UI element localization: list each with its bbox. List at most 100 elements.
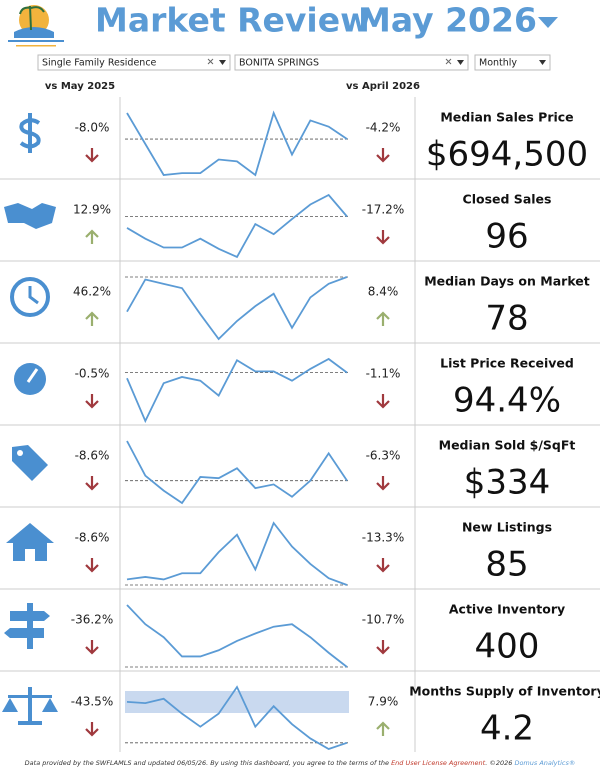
arrow-down	[376, 558, 390, 573]
range-band	[125, 691, 349, 713]
yoy-change: -0.5%	[75, 367, 110, 381]
icon-scale	[2, 687, 58, 725]
metric-name: List Price Received	[440, 356, 574, 371]
arrow-up	[85, 229, 99, 244]
metric-row: -8.0% -4.2% Median Sales Price $694,500	[19, 110, 588, 177]
icon-handshake	[4, 203, 56, 229]
metric-value: $334	[464, 463, 551, 503]
filter-value[interactable]: Monthly	[479, 58, 517, 69]
icon-clock-hands	[28, 286, 39, 305]
filter-dropdown[interactable]: BONITA SPRINGS	[234, 54, 469, 71]
trend-line	[126, 521, 348, 586]
license-link[interactable]: End User License Agreement	[391, 759, 486, 767]
arrow-down	[85, 722, 99, 737]
metric-row: -43.5% 7.9% Months Supply of Inventory 4.2	[0, 670, 600, 750]
icon-tag	[12, 445, 48, 481]
metric-name: Median Sales Price	[440, 110, 573, 125]
icon-clock	[10, 277, 50, 317]
metric-value: 94.4%	[453, 381, 561, 421]
clear-icon[interactable]	[445, 58, 452, 65]
trend-line	[126, 110, 348, 177]
yoy-change: -8.6%	[75, 531, 110, 545]
filter-dropdown[interactable]: Single Family Residence	[37, 54, 231, 71]
yoy-change: -8.6%	[75, 449, 110, 463]
icon-dollar	[19, 113, 41, 153]
footer-text: . ©2026	[485, 759, 514, 767]
yoy-change: -43.5%	[71, 695, 113, 709]
footer-text: Data provided by the SWFLAMLS and update…	[25, 759, 391, 767]
arrow-down	[85, 476, 99, 491]
period-dropdown[interactable]	[538, 17, 558, 28]
icon-tag-hole	[17, 450, 23, 456]
metric-value: $694,500	[426, 135, 588, 175]
arrow-down	[85, 148, 99, 163]
metric-name: Months Supply of Inventory	[409, 684, 600, 699]
arrow-down	[376, 476, 390, 491]
filter-box[interactable]	[234, 54, 469, 71]
filter-dropdown[interactable]: Monthly	[474, 54, 551, 71]
metric-row: -8.6% -13.3% New Listings 85	[0, 506, 600, 586]
mom-change: -17.2%	[362, 203, 404, 217]
arrow-down	[376, 230, 390, 245]
yoy-header: vs May 2025	[45, 81, 115, 92]
filter-value[interactable]: BONITA SPRINGS	[239, 58, 319, 69]
arrow-down	[85, 394, 99, 409]
arrow-down	[85, 640, 99, 655]
caret[interactable]	[539, 60, 546, 65]
period: May 2026	[358, 1, 537, 40]
filter-value[interactable]: Single Family Residence	[42, 58, 157, 69]
metric-row: 46.2% 8.4% Median Days on Market 78	[0, 260, 600, 341]
mom-change: -10.7%	[362, 613, 404, 627]
arrow-down	[376, 148, 390, 163]
icon-signpost	[4, 603, 50, 649]
arrow-down	[376, 640, 390, 655]
trend-line	[126, 276, 348, 341]
metric-name: New Listings	[462, 520, 552, 535]
yoy-change: 12.9%	[73, 203, 111, 217]
metric-value: 4.2	[480, 709, 534, 749]
trend-line	[126, 193, 348, 259]
caret[interactable]	[457, 60, 464, 65]
metric-row: -36.2% -10.7% Active Inventory 400	[0, 588, 600, 668]
metric-value: 400	[475, 627, 540, 667]
metric-value: 96	[485, 217, 528, 257]
brand-link[interactable]: Domus Analytics®	[514, 759, 575, 767]
mom-header: vs April 2026	[346, 81, 420, 92]
logo	[8, 5, 64, 47]
clear-icon[interactable]	[207, 58, 214, 65]
trend-line	[126, 357, 348, 424]
metric-name: Closed Sales	[463, 192, 552, 207]
metric-value: 85	[485, 545, 528, 585]
icon-house	[6, 523, 54, 561]
arrow-up	[376, 311, 390, 326]
arrow-up	[376, 721, 390, 736]
metric-name: Median Sold $/SqFt	[439, 438, 576, 453]
metric-name: Active Inventory	[449, 602, 565, 617]
mom-change: 8.4%	[368, 285, 399, 299]
metric-row: 12.9% -17.2% Closed Sales 96	[0, 178, 600, 259]
mom-change: -1.1%	[366, 367, 401, 381]
metric-value: 78	[485, 299, 528, 339]
arrow-down	[85, 558, 99, 573]
mom-change: -4.2%	[366, 121, 401, 135]
trend-line	[126, 685, 348, 750]
arrow-up	[85, 311, 99, 326]
footer: Data provided by the SWFLAMLS and update…	[25, 759, 576, 767]
mom-change: -6.3%	[366, 449, 401, 463]
caret[interactable]	[219, 60, 226, 65]
trend-line	[126, 604, 348, 668]
mom-change: -13.3%	[362, 531, 404, 545]
title: Market Review	[95, 1, 371, 40]
yoy-change: -36.2%	[71, 613, 113, 627]
yoy-change: -8.0%	[75, 121, 110, 135]
filter-box[interactable]	[37, 54, 231, 71]
icon-gauge-needle	[26, 368, 39, 383]
filter-box[interactable]	[474, 54, 551, 71]
metric-row: -0.5% -1.1% List Price Received 94.4%	[0, 342, 600, 424]
yoy-change: 46.2%	[73, 285, 111, 299]
trend-line	[126, 440, 348, 505]
mom-change: 7.9%	[368, 695, 399, 709]
metric-name: Median Days on Market	[424, 274, 590, 289]
